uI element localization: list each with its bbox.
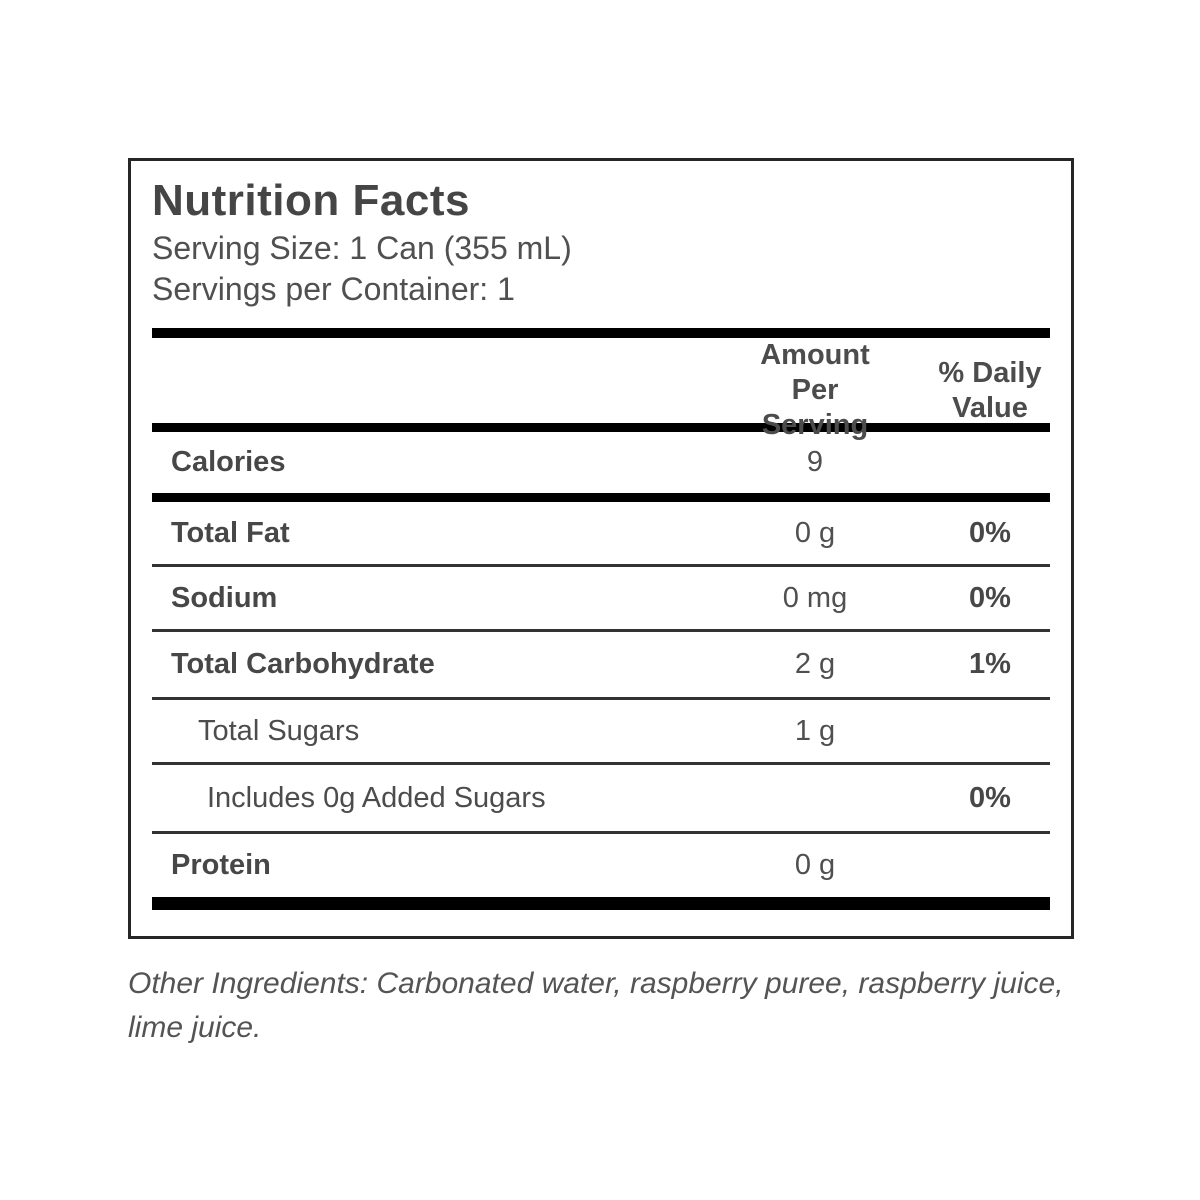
row-calories: Calories 9	[152, 432, 1050, 493]
row-percent: 0%	[969, 581, 1011, 614]
row-percent: 1%	[969, 648, 1011, 680]
row-amount: 1 g	[794, 714, 836, 747]
row-label: Total Fat	[171, 516, 290, 549]
serving-size-text: Serving Size: 1 Can (355 mL)	[152, 230, 572, 266]
row-label: Sodium	[171, 581, 278, 614]
divider-thin	[152, 831, 1050, 834]
amount-per-serving-header: Amount Per Serving	[760, 339, 870, 441]
row-added-sugars: Includes 0g Added Sugars 0%	[152, 765, 1050, 831]
row-label: Total Carbohydrate	[171, 648, 435, 680]
row-total-sugars: Total Sugars 1 g	[152, 700, 1050, 762]
divider-thick-bottom	[152, 897, 1050, 910]
row-protein: Protein 0 g	[152, 834, 1050, 897]
servings-per-container-text: Servings per Container: 1	[152, 271, 515, 307]
row-label: Protein	[171, 849, 271, 881]
percent-daily-value-header: % Daily Value	[938, 356, 1042, 424]
row-total-fat: Total Fat 0 g 0%	[152, 502, 1050, 564]
divider-thick-below-header	[152, 423, 1050, 432]
row-label: Calories	[171, 446, 286, 478]
row-percent: 0%	[969, 516, 1011, 549]
row-amount: 2 g	[794, 648, 836, 680]
row-total-carbohydrate: Total Carbohydrate 2 g 1%	[152, 632, 1050, 697]
other-ingredients-note: Other Ingredients: Carbonated water, ras…	[128, 967, 1064, 1044]
nutrition-facts-title: Nutrition Facts	[152, 176, 470, 225]
row-label: Total Sugars	[198, 714, 360, 747]
row-amount: 0 g	[794, 849, 836, 881]
table-header-row: Amount Per Serving % Daily Value	[152, 338, 1050, 441]
nutrition-facts-panel: Nutrition Facts Serving Size: 1 Can (355…	[128, 158, 1074, 939]
divider-thin	[152, 697, 1050, 700]
divider-thick-top	[152, 328, 1050, 338]
row-amount: 9	[806, 446, 824, 478]
row-amount: 0 g	[794, 516, 836, 549]
divider-thin	[152, 762, 1050, 765]
row-percent: 0%	[969, 781, 1011, 814]
divider-thick-below-calories	[152, 493, 1050, 502]
row-label: Includes 0g Added Sugars	[207, 781, 546, 814]
divider-thin	[152, 629, 1050, 632]
row-amount: 0 mg	[782, 581, 848, 614]
row-sodium: Sodium 0 mg 0%	[152, 567, 1050, 629]
divider-thin	[152, 564, 1050, 567]
